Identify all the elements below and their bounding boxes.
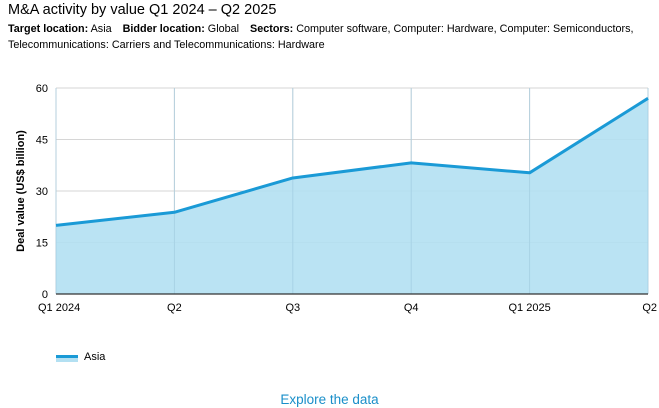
area-chart: 0 15 30 45 60 Q1 2024 Q2 Q3 Q4 Q1 2025 Q2 Deal va… — [15, 83, 657, 314]
y-tick-label: 60 — [36, 83, 48, 95]
y-tick-label: 15 — [36, 238, 48, 250]
x-tick-label: Q1 2024 — [38, 302, 80, 314]
filter-bidder: Bidder location: Global — [122, 23, 240, 35]
y-tick-label: 0 — [42, 289, 48, 301]
y-tick-label: 45 — [36, 135, 48, 147]
explore-data-link[interactable]: Explore the data — [280, 392, 379, 407]
x-tick-label: Q4 — [404, 302, 419, 314]
x-tick-labels: Q1 2024 Q2 Q3 Q4 Q1 2025 Q2 — [38, 302, 657, 314]
chart-title: M&A activity by value Q1 2024 – Q2 2025 — [8, 2, 277, 18]
x-tick-label: Q3 — [285, 302, 300, 314]
axes — [55, 88, 649, 295]
legend-label-asia: Asia — [84, 351, 106, 363]
x-tick-label: Q1 2025 — [508, 302, 550, 314]
x-tick-label: Q2 — [642, 302, 657, 314]
filter-target: Target location: Asia — [8, 23, 112, 35]
y-tick-labels: 0 15 30 45 60 — [36, 83, 48, 301]
y-axis-label: Deal value (US$ billion) — [15, 130, 27, 252]
series-line-asia — [55, 97, 649, 227]
y-tick-label: 30 — [36, 186, 48, 198]
legend-swatch-asia — [56, 352, 78, 362]
x-tick-label: Q2 — [167, 302, 182, 314]
legend[interactable]: Asia — [56, 351, 105, 363]
series-area-asia — [56, 98, 648, 294]
filter-sectors: Sectors: Computer software, Computer: Ha… — [8, 23, 634, 51]
filter-summary: Target location: Asia Bidder location: G… — [8, 21, 659, 53]
